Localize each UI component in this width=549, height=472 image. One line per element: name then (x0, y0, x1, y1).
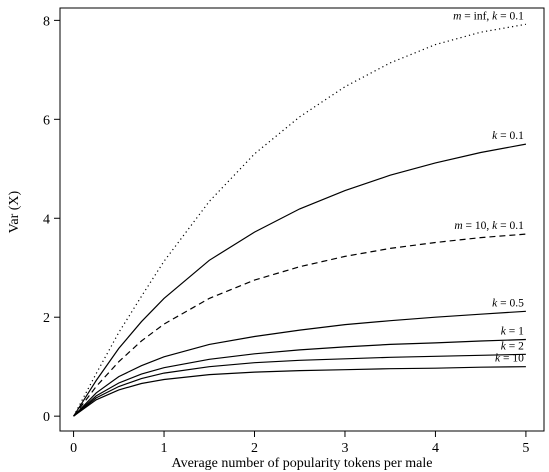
series-group (73, 23, 527, 417)
y-tick-label: 8 (43, 14, 50, 29)
x-tick-label: 2 (251, 441, 258, 456)
series-line (73, 353, 526, 417)
series-line (73, 310, 526, 417)
series-labels: m = inf, k = 0.1 k = 0.1 m = 10, k = 0.1 k … (453, 10, 524, 364)
series-line (73, 338, 526, 417)
x-tick-label: 0 (70, 441, 77, 456)
y-tick-label: 6 (43, 113, 50, 128)
x-tick-label: 1 (161, 441, 168, 456)
x-tick-label: 4 (432, 441, 439, 456)
plot-frame (59, 7, 545, 432)
y-axis-title: Var (X) (7, 190, 22, 233)
y-axis: 0 2 4 6 8 (43, 14, 60, 425)
series-line (73, 366, 526, 417)
x-axis-title: Average number of popularity tokens per … (172, 456, 433, 471)
series-label: k = 0.1 (492, 130, 524, 142)
y-tick-label: 4 (43, 212, 50, 227)
x-axis: 0 1 2 3 4 5 (70, 431, 529, 456)
y-tick-label: 0 (43, 410, 50, 425)
y-tick-label: 2 (43, 311, 50, 326)
series-line (73, 23, 527, 417)
series-label: k = 10 (495, 353, 524, 365)
series-line (73, 143, 527, 417)
series-label: k = 2 (501, 340, 524, 352)
series-label: k = 0.5 (492, 297, 524, 309)
x-tick-label: 3 (341, 441, 348, 456)
series-label: m = 10, k = 0.1 (454, 220, 524, 232)
series-label: k = 1 (501, 325, 524, 337)
series-label: m = inf, k = 0.1 (453, 10, 524, 22)
series-line (73, 233, 526, 417)
x-tick-label: 5 (522, 441, 529, 456)
